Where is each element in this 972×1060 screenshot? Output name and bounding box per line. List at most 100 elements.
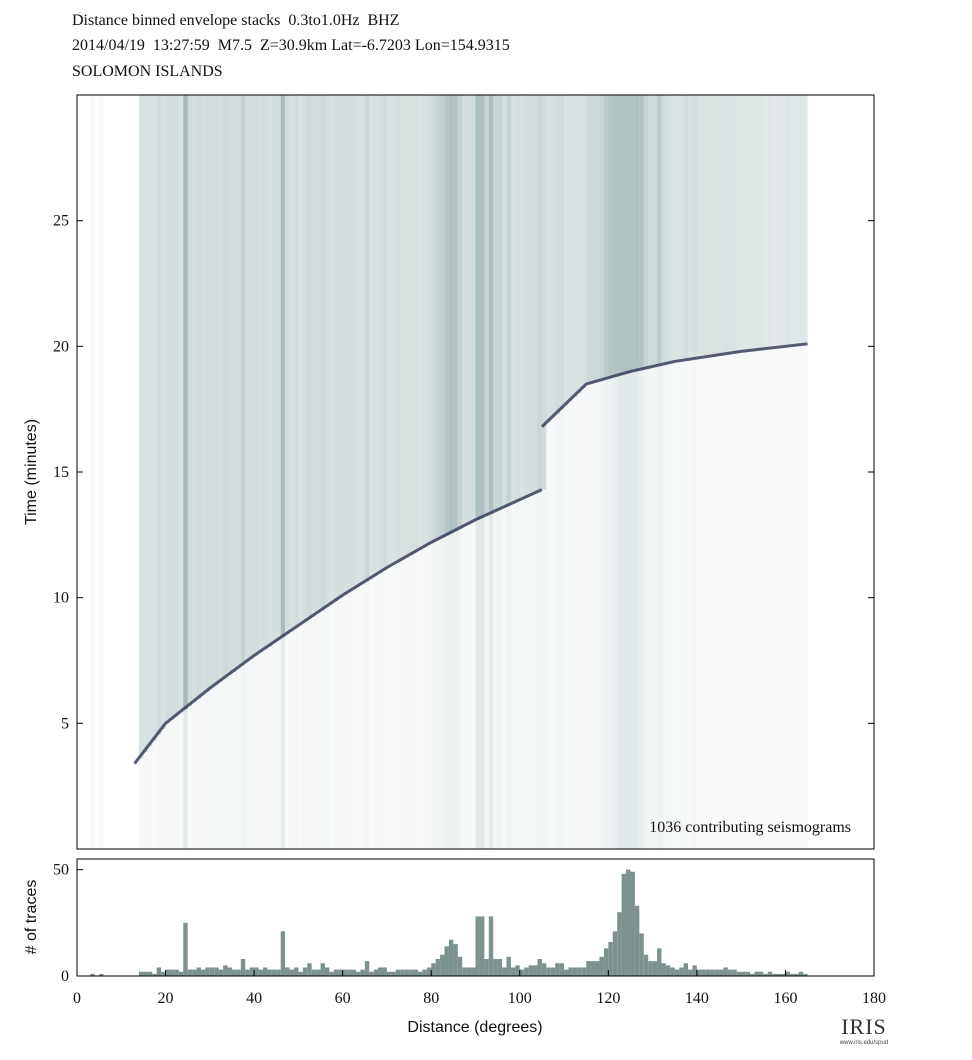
histogram-bar [409, 969, 414, 976]
envelope-y-tick-label: 20 [53, 338, 69, 355]
histogram-bar [231, 969, 237, 976]
iris-logo: IRIS www.iris.edu/spud [834, 1014, 894, 1054]
envelope-y-tick-label: 5 [61, 715, 69, 732]
histogram-bar [564, 969, 569, 976]
histogram-y-axis-label: # of traces [23, 880, 40, 955]
histogram-bar [280, 931, 286, 976]
histogram-bar [524, 967, 529, 976]
histogram-bar [324, 967, 330, 976]
histogram-bar [417, 971, 423, 976]
histogram-bar [395, 969, 401, 976]
histogram-bar [147, 971, 153, 976]
histogram-bar [732, 969, 737, 976]
histogram-bar [90, 973, 95, 976]
histogram-bar [479, 916, 485, 976]
histogram-bar [710, 969, 715, 976]
histogram-x-ticks: 0 20 40 60 80 100 120 140 160 180 [73, 970, 886, 1007]
envelope-y-tick-label: 10 [53, 590, 69, 607]
histogram-bar [152, 973, 157, 976]
histogram-bar [603, 948, 609, 976]
histogram-bar [457, 956, 463, 976]
histogram-bar [493, 958, 498, 976]
histogram-bar [298, 971, 303, 976]
histogram-bar [679, 967, 684, 976]
histogram-x-tick-label: 140 [685, 990, 709, 1007]
histogram-bar [245, 969, 250, 976]
chart-header-line-3: SOLOMON ISLANDS [72, 63, 223, 80]
envelope-panel: 5 10 15 20 25 Time (minutes) 1036 contributi… [23, 94, 875, 850]
histogram-bar [183, 922, 188, 976]
histogram-bar [705, 969, 711, 976]
histogram-bar [776, 973, 782, 976]
histogram-bar [192, 969, 197, 976]
envelope-y-tick-label: 15 [53, 464, 69, 481]
histogram-bar [347, 969, 352, 976]
histogram-bar [165, 969, 170, 976]
histogram-bar [745, 971, 751, 976]
histogram-bar [422, 969, 427, 976]
histogram-bar [382, 967, 387, 976]
histogram-bar [559, 963, 565, 976]
histogram-bar [475, 916, 480, 976]
histogram-bar [369, 971, 374, 976]
histogram-bar [586, 961, 591, 976]
histogram-bar [320, 963, 325, 976]
histogram-bar [333, 969, 339, 976]
histogram-bar [665, 965, 671, 976]
histogram-bar [798, 971, 804, 976]
histogram-x-tick-label: 0 [73, 990, 81, 1007]
histogram-bar [400, 969, 405, 976]
histogram-bar [169, 969, 175, 976]
histogram-bar [537, 958, 542, 976]
histogram-bar [577, 967, 582, 976]
histogram-x-tick-label: 80 [423, 990, 439, 1007]
histogram-bar [572, 967, 578, 976]
histogram-bar [555, 963, 560, 976]
histogram-y-tick-label: 0 [61, 968, 69, 985]
histogram-bar [267, 969, 272, 976]
histogram-bar [99, 973, 104, 976]
histogram-bar [550, 967, 556, 976]
histogram-bar [143, 971, 148, 976]
histogram-bar [794, 973, 799, 976]
histogram-bar [634, 905, 640, 976]
contributing-seismograms-label: 1036 contributing seismograms [649, 819, 851, 836]
histogram-bar [355, 971, 361, 976]
histogram-bar [506, 956, 511, 976]
histogram-bar [462, 967, 467, 976]
histogram-bar [781, 973, 786, 976]
histogram-bar [448, 939, 454, 976]
phase-front-1 [133, 488, 543, 765]
histogram-bar [758, 971, 764, 976]
histogram-bar [426, 967, 432, 976]
histogram-bar [364, 961, 370, 976]
histogram-bar [657, 948, 662, 976]
histogram-bar [519, 969, 525, 976]
histogram-bar [329, 971, 334, 976]
histogram-bar [378, 967, 383, 976]
histogram-bar [307, 963, 312, 976]
histogram-bar [621, 873, 627, 976]
histogram-bar [373, 969, 379, 976]
histogram-bar [276, 969, 281, 976]
histogram-bar [187, 969, 193, 976]
histogram-bar [719, 969, 724, 976]
histogram-bar [360, 969, 365, 976]
histogram-bar [723, 967, 728, 976]
histogram-bar [205, 967, 210, 976]
envelope-y-axis-label: Time (minutes) [23, 419, 40, 525]
histogram-bar [772, 973, 777, 976]
histogram-x-tick-label: 120 [596, 990, 620, 1007]
histogram-bar [484, 958, 489, 976]
histogram-bar [178, 971, 184, 976]
histogram-bar [218, 969, 224, 976]
histogram-bar [701, 969, 706, 976]
envelope-image [77, 95, 874, 849]
histogram-bar [258, 969, 263, 976]
histogram-bar [293, 967, 299, 976]
histogram-bar [590, 961, 596, 976]
histogram-x-tick-label: 160 [773, 990, 797, 1007]
iris-logo-word: IRIS [841, 1014, 887, 1039]
histogram-bar [240, 958, 246, 976]
